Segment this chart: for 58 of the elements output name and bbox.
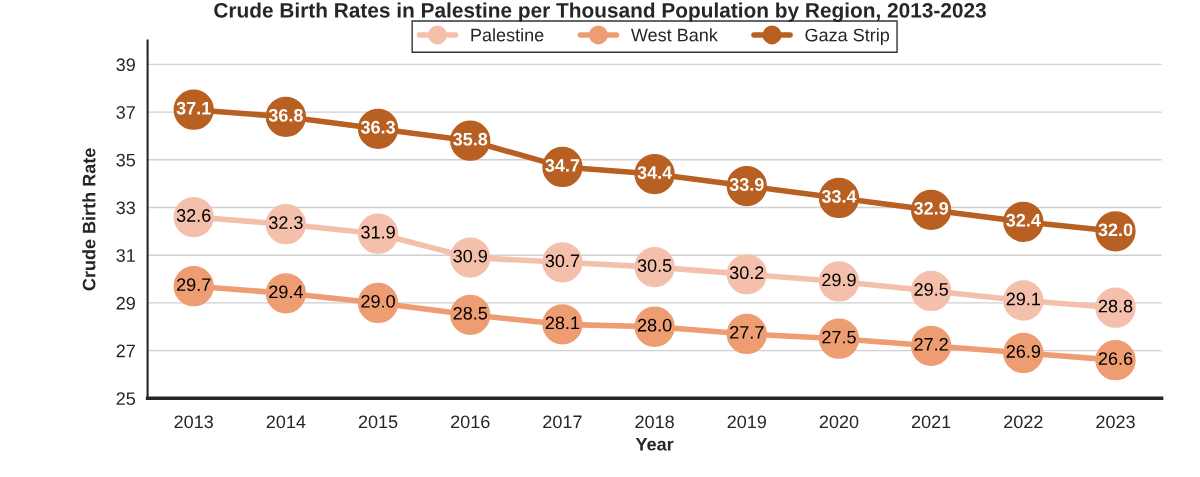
- data-label: 28.1: [545, 316, 580, 330]
- data-label: 32.9: [913, 201, 949, 215]
- data-label: 27.7: [730, 325, 764, 339]
- y-tick-label: 29: [116, 296, 135, 310]
- chart-title: Crude Birth Rates in Palestine per Thousand Population by Region, 2013-2023: [214, 2, 986, 22]
- y-tick-label: 37: [116, 106, 135, 119]
- x-tick-label: 2019: [727, 415, 767, 429]
- legend-label: Palestine: [471, 28, 544, 42]
- x-tick-label: 2018: [635, 415, 674, 429]
- x-tick-label: 2023: [1096, 415, 1135, 429]
- x-tick-label: 2017: [543, 415, 582, 429]
- y-tick-label: 35: [116, 153, 136, 167]
- data-label: 32.6: [176, 209, 211, 222]
- data-label: 26.9: [1006, 345, 1041, 358]
- data-label: 33.9: [729, 178, 764, 191]
- data-label: 33.4: [821, 190, 857, 203]
- data-label: 29.4: [269, 285, 303, 299]
- data-label: 26.6: [1098, 352, 1133, 365]
- data-label: 30.2: [729, 266, 764, 280]
- data-label: 30.9: [453, 249, 487, 263]
- x-axis-title: Year: [635, 438, 674, 451]
- data-label: 36.8: [268, 108, 303, 122]
- data-label: 27.5: [822, 330, 856, 344]
- data-label: 29.1: [1006, 292, 1041, 306]
- data-label: 37.1: [176, 101, 211, 115]
- x-tick-label: 2015: [358, 415, 398, 429]
- data-label: 28.0: [637, 318, 672, 332]
- data-label: 29.5: [914, 283, 948, 296]
- data-label: 34.7: [545, 159, 580, 172]
- data-label: 31.9: [361, 225, 395, 239]
- data-label: 32.4: [1006, 213, 1041, 227]
- x-tick-label: 2014: [266, 415, 306, 429]
- data-label: 29.9: [822, 273, 856, 287]
- data-label: 34.4: [637, 166, 673, 179]
- legend-label: Gaza Strip: [805, 28, 890, 46]
- y-tick-label: 33: [116, 201, 135, 215]
- data-label: 28.8: [1098, 299, 1133, 313]
- x-tick-label: 2021: [911, 415, 951, 429]
- data-label: 35.8: [453, 132, 488, 146]
- data-label: 36.3: [360, 120, 395, 134]
- x-tick-label: 2013: [174, 415, 213, 429]
- x-tick-label: 2022: [1004, 415, 1043, 429]
- data-label: 30.7: [545, 254, 580, 268]
- data-label: 32.0: [1098, 223, 1133, 237]
- y-axis-title: Crude Birth Rate: [82, 148, 96, 291]
- legend-label: West Bank: [630, 28, 718, 42]
- data-label: 27.2: [914, 337, 948, 351]
- x-tick-label: 2016: [451, 415, 490, 429]
- data-label: 32.3: [268, 216, 303, 230]
- y-tick-label: 25: [116, 392, 136, 406]
- data-label: 29.7: [177, 278, 211, 292]
- data-label: 30.5: [637, 259, 672, 272]
- y-tick-label: 27: [116, 344, 135, 358]
- y-tick-label: 39: [116, 58, 135, 72]
- x-tick-label: 2020: [819, 415, 859, 429]
- data-label: 28.5: [453, 306, 488, 320]
- y-tick-label: 31: [116, 249, 135, 262]
- data-label: 29.0: [361, 294, 395, 308]
